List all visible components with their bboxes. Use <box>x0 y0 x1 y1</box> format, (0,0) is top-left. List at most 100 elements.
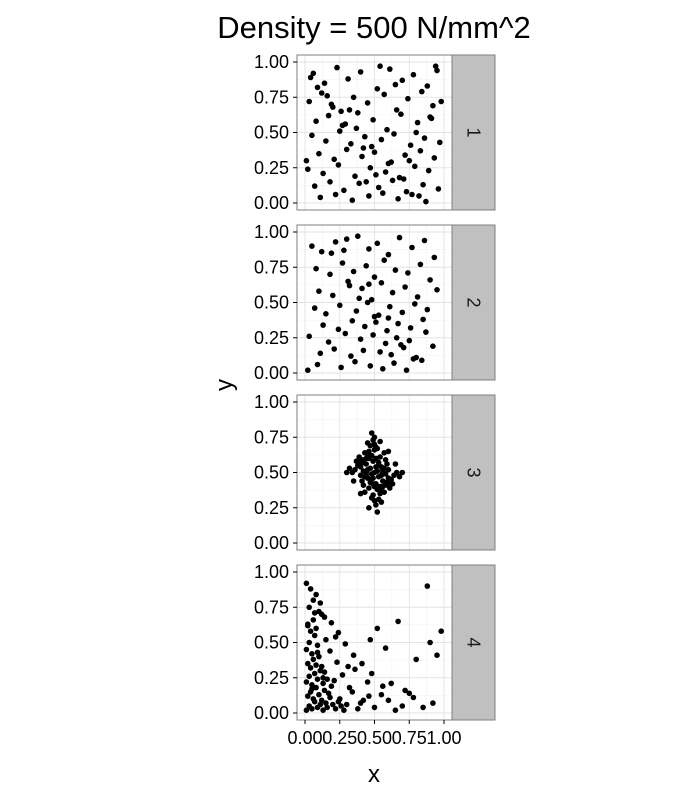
data-point <box>318 90 325 96</box>
facet-strip-label: 2 <box>464 297 484 307</box>
data-point <box>413 129 420 136</box>
data-point <box>367 363 374 369</box>
data-point <box>414 119 421 126</box>
data-point <box>367 636 374 643</box>
data-point <box>314 649 321 656</box>
data-point <box>320 707 326 713</box>
data-point <box>430 700 436 706</box>
data-point <box>389 289 396 296</box>
data-point <box>434 67 440 74</box>
x-axis: 0.00 0.25 0.50 0.75 1.00 <box>287 720 462 748</box>
data-point <box>342 330 349 337</box>
y-tick-label: 0.50 <box>254 463 289 483</box>
x-axis-title: x <box>368 761 380 788</box>
data-point <box>427 277 433 283</box>
data-point <box>395 196 401 202</box>
y-tick-label: 0.00 <box>254 363 289 383</box>
data-point <box>374 509 381 515</box>
data-point <box>380 366 386 372</box>
data-point <box>399 77 406 84</box>
data-point <box>382 645 389 651</box>
data-point <box>399 703 406 709</box>
data-point <box>363 455 370 462</box>
data-point <box>323 138 329 144</box>
data-point <box>393 107 400 113</box>
data-point <box>373 455 379 462</box>
data-point <box>317 350 324 357</box>
data-point <box>328 250 335 256</box>
facet-strip <box>451 54 496 211</box>
data-point <box>405 95 411 102</box>
data-point <box>341 247 347 254</box>
data-point <box>359 285 365 292</box>
y-tick-label: 1.00 <box>254 562 289 582</box>
data-point <box>366 485 372 491</box>
data-point <box>392 707 399 713</box>
data-point <box>364 299 371 306</box>
data-point <box>332 239 339 245</box>
data-point <box>341 707 347 713</box>
facet-strip-label: 1 <box>464 127 484 137</box>
x-tick-label: 0.75 <box>392 728 427 748</box>
data-point <box>399 309 406 316</box>
data-point <box>410 356 417 362</box>
data-point <box>309 686 315 692</box>
data-point <box>323 700 329 706</box>
data-point <box>368 143 375 150</box>
x-tick-label: 0.50 <box>357 728 392 748</box>
data-point <box>389 481 396 487</box>
data-point <box>374 625 381 632</box>
data-point <box>321 687 328 694</box>
data-point <box>393 335 400 341</box>
data-point <box>380 466 386 473</box>
data-point <box>357 336 364 343</box>
data-point <box>385 475 392 481</box>
data-point <box>320 170 326 177</box>
data-point <box>339 672 346 678</box>
data-point <box>324 704 331 711</box>
data-point <box>431 155 438 161</box>
facet-panel-4: 4 0.00 0.25 0.50 0.75 1.00 <box>254 562 496 723</box>
data-point <box>331 156 338 163</box>
data-point <box>362 323 368 330</box>
data-point <box>405 270 411 276</box>
data-point <box>366 281 372 288</box>
data-point <box>360 347 367 354</box>
data-point <box>316 691 322 698</box>
data-point <box>406 690 413 697</box>
data-point <box>313 625 319 632</box>
data-point <box>406 157 413 164</box>
data-point <box>311 305 318 311</box>
data-point <box>393 469 400 476</box>
data-point <box>402 687 408 694</box>
data-point <box>331 677 338 684</box>
data-point <box>343 236 350 242</box>
data-point <box>387 66 393 72</box>
data-point <box>309 682 315 688</box>
data-point <box>366 505 372 511</box>
data-point <box>321 80 328 86</box>
data-point <box>378 499 385 505</box>
data-point <box>431 254 438 261</box>
data-point <box>407 142 414 148</box>
data-point <box>438 628 445 634</box>
data-point <box>417 261 424 268</box>
data-point <box>381 257 388 264</box>
data-point <box>337 302 343 309</box>
data-point <box>338 703 344 709</box>
data-point <box>380 683 386 689</box>
data-point <box>382 169 389 175</box>
y-tick-label: 0.75 <box>254 87 289 107</box>
data-point <box>384 461 390 467</box>
facet-strip <box>451 224 496 381</box>
data-point <box>377 63 383 69</box>
data-point <box>307 586 314 592</box>
data-point <box>334 64 340 71</box>
data-point <box>424 583 431 589</box>
data-point <box>373 172 379 178</box>
facet-strip <box>451 564 496 721</box>
data-point <box>378 691 385 698</box>
data-point <box>311 183 318 189</box>
data-point <box>425 167 432 174</box>
